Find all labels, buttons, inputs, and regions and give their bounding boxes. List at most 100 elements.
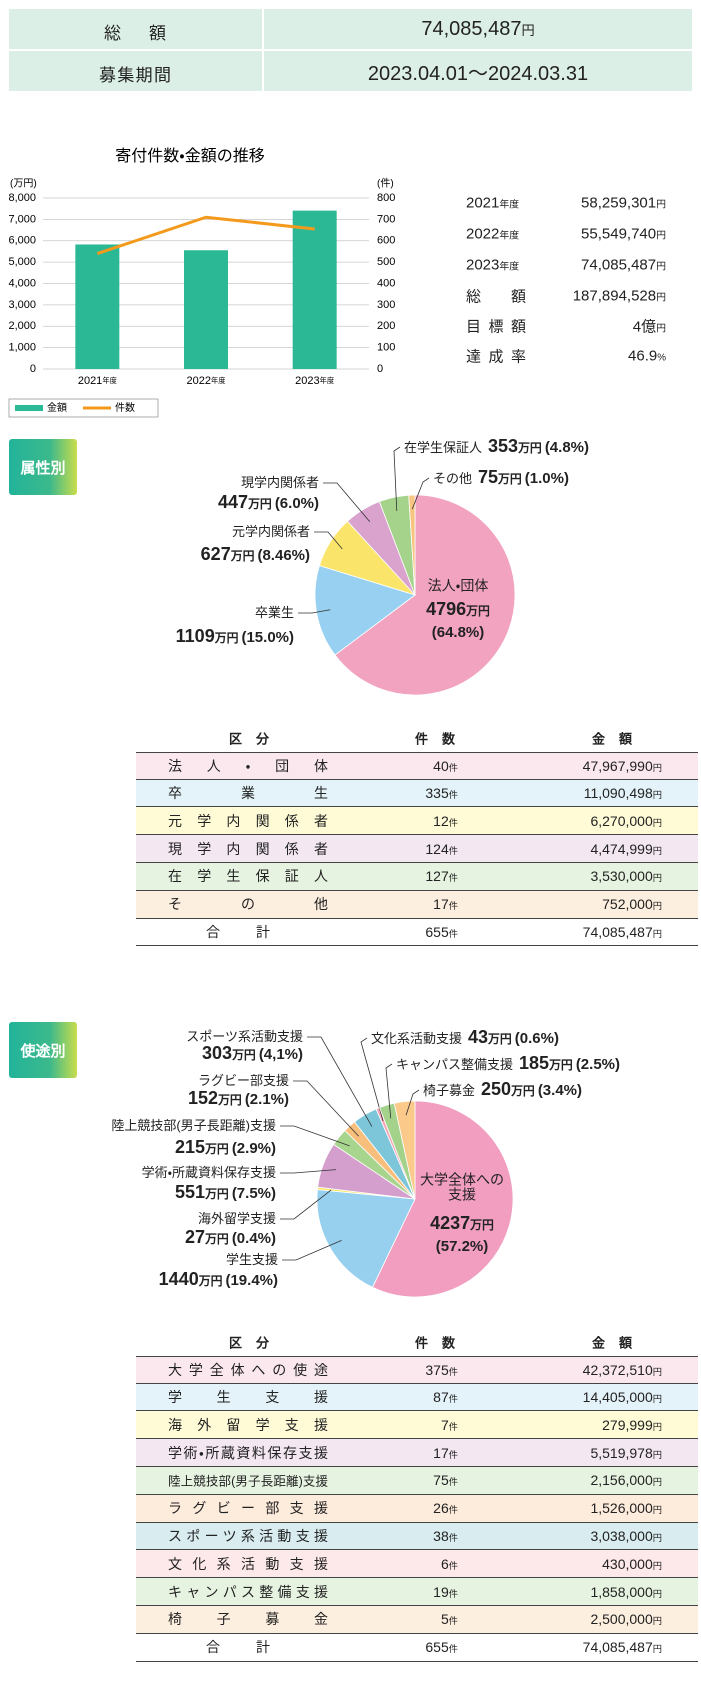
- row-amount: 1,526,000円: [590, 1500, 662, 1517]
- totals-label: 2023年度: [466, 256, 520, 274]
- row-name: キャンパス整備支援: [168, 1583, 328, 1600]
- row-name: 法人・団体: [168, 757, 328, 774]
- slice-name: 大学全体への支援: [420, 1171, 504, 1203]
- unit: 円: [652, 901, 662, 912]
- row-amount: 14,405,000円: [582, 1388, 662, 1405]
- unit: 円: [656, 323, 666, 335]
- slice-percent: (1.0%): [524, 470, 569, 488]
- leader-line: [282, 1240, 342, 1261]
- row-name: 学生支援: [168, 1388, 328, 1405]
- row-count: 6件: [440, 1555, 458, 1572]
- unit: 件: [448, 1644, 458, 1655]
- table-row: 大学全体への使途 375件 42,372,510円: [136, 1355, 698, 1384]
- leader-line: [280, 1169, 337, 1174]
- unit: 件: [448, 1421, 458, 1432]
- row-name: 卒業生: [168, 784, 328, 801]
- table-row: 文化系活動支援 6件 430,000円: [136, 1550, 698, 1579]
- unit: 万円: [205, 1187, 229, 1202]
- unit: 円: [652, 928, 662, 939]
- header-cell: 件数: [415, 1335, 455, 1351]
- slice-amount: 215万円: [175, 1137, 229, 1158]
- section-badge: 使途別: [9, 1022, 77, 1078]
- leader-line: [298, 609, 331, 614]
- x-tick-label: 2022年度: [187, 375, 226, 387]
- totals-value: 4億円: [632, 318, 666, 336]
- header-cell: 金額: [592, 1335, 632, 1351]
- chart-title: 寄付件数・金額の推移: [115, 147, 264, 165]
- leader-line: [411, 477, 430, 510]
- slice-value-line: 152万円 (2.1%): [188, 1088, 289, 1109]
- row-name: スポーツ系活動支援: [168, 1527, 328, 1544]
- unit: 件: [448, 1560, 458, 1571]
- totals-value: 58,259,301円: [581, 194, 666, 212]
- unit: 万円: [232, 1048, 256, 1063]
- leader-line: [360, 1037, 384, 1122]
- slice-amount: 75万円: [478, 467, 522, 488]
- slice-amount: 4796万円: [426, 599, 490, 620]
- unit: 年度: [499, 199, 520, 211]
- y2-tick-label: 600: [377, 235, 395, 247]
- table-row: ラグビー部支援 26件 1,526,000円: [136, 1494, 698, 1523]
- pie-slice: [393, 1100, 416, 1200]
- row-amount: 6,270,000円: [590, 812, 662, 829]
- slice-percent: (3.4%): [537, 1082, 582, 1100]
- row-amount: 42,372,510円: [582, 1361, 662, 1378]
- slice-amount: 627万円: [200, 544, 255, 565]
- slice-amount: 447万円: [218, 492, 272, 513]
- totals-label: 目標額: [466, 318, 526, 336]
- unit: 円: [652, 1532, 662, 1543]
- y2-tick-label: 700: [377, 213, 395, 225]
- slice-label-line: キャンパス整備支援 185万円 (2.5%): [396, 1053, 620, 1074]
- y-tick-label: 0: [30, 363, 36, 375]
- unit: 件: [448, 1449, 458, 1460]
- unit: 万円: [498, 472, 522, 487]
- slice-label-line: 椅子募金 250万円 (3.4%): [423, 1079, 582, 1100]
- x-tick-label: 2021年度: [78, 375, 117, 387]
- row-amount: 3,530,000円: [590, 868, 662, 885]
- y-tick-label: 1,000: [8, 342, 36, 354]
- row-name: ラグビー部支援: [168, 1500, 328, 1517]
- slice-value-line: 447万円 (6.0%): [218, 492, 319, 513]
- row-amount: 279,999円: [602, 1416, 662, 1433]
- table-row: 海外留学支援 7件 279,999円: [136, 1411, 698, 1440]
- table-row: 元学内関係者 12件 6,270,000円: [136, 807, 698, 836]
- header-cell: 区分: [229, 731, 269, 747]
- slice-name: 学生支援: [225, 1251, 278, 1267]
- unit: 円: [656, 292, 666, 304]
- totals-label: 達成率: [466, 348, 526, 366]
- slice-percent: (6.0%): [274, 495, 319, 513]
- unit: 円: [652, 1644, 662, 1655]
- y-tick-label: 5,000: [8, 256, 36, 268]
- unit: 万円: [205, 1232, 229, 1247]
- unit: 円: [656, 199, 666, 211]
- summary-label: 総額: [104, 24, 166, 43]
- slice-name: スポーツ系活動支援: [186, 1028, 303, 1044]
- slice-label-line: その他 75万円 (1.0%): [433, 467, 569, 488]
- x-tick-label: 2023年度: [295, 375, 334, 387]
- header-cell: 区分: [229, 1335, 269, 1351]
- row-name: 陸上競技部(男子長距離)支援: [168, 1474, 328, 1489]
- slice-percent: (0.6%): [514, 1030, 559, 1048]
- y-tick-label: 8,000: [8, 192, 36, 204]
- summary-label-cell: 募集期間: [9, 51, 262, 91]
- slice-value-line: 1440万円 (19.4%): [159, 1269, 278, 1290]
- slice-amount: 4237万円: [430, 1213, 494, 1234]
- unit: 年度: [499, 261, 520, 273]
- unit: 円: [652, 873, 662, 884]
- slice-percent: (4,1%): [258, 1046, 303, 1064]
- row-amount: 1,858,000円: [590, 1583, 662, 1600]
- section-badge: 属性別: [9, 439, 77, 495]
- slice-percent: (2.9%): [231, 1140, 276, 1158]
- totals-label: 2021年度: [466, 194, 520, 212]
- slice-name: 椅子募金: [423, 1083, 476, 1099]
- unit: 年度: [320, 376, 335, 385]
- row-count: 38件: [433, 1527, 458, 1544]
- slice-name: 学術・所蔵資料保存支援: [141, 1164, 276, 1180]
- row-name: 海外留学支援: [168, 1416, 328, 1433]
- unit: 件: [448, 789, 458, 800]
- row-count: 655件: [425, 1639, 458, 1656]
- summary-row: 総額 74,085,487 円: [9, 9, 692, 49]
- slice-amount: 1109万円: [175, 626, 239, 647]
- bar: [292, 210, 337, 369]
- unit: 万円: [214, 631, 239, 646]
